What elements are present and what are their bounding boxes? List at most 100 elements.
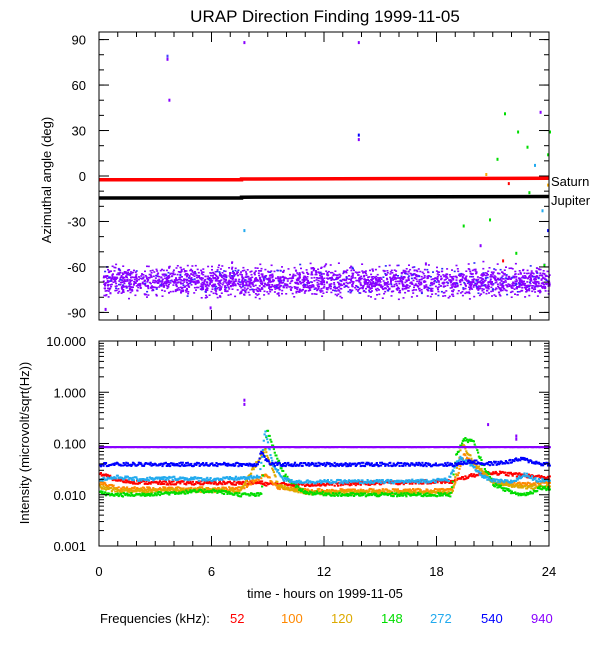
azimuth-band-point [109,280,112,282]
azimuth-band-point [350,279,353,282]
azimuth-band-point [146,265,148,268]
azimuth-band-point [157,275,159,277]
azimuth-band-point [263,279,265,282]
azimuth-band-point [416,270,419,273]
intensity-point [498,470,502,473]
intensity-point [123,487,126,490]
azimuth-band-point [313,288,316,290]
azimuth-scatter-point [462,224,465,228]
azimuth-band-point [363,278,366,280]
azimuth-band-point [395,282,398,285]
intensity-point [542,476,545,478]
azimuth-band-point [168,276,171,279]
intensity-point [484,472,487,475]
intensity-point [424,492,427,495]
intensity-point [156,491,159,494]
azimuth-band-point [102,276,105,279]
azimuth-band-point [266,283,269,286]
intensity-point [99,490,102,493]
azimuth-band-point [488,267,491,269]
azimuth-band-point [160,276,163,278]
intensity-point [405,495,408,498]
azimuth-band-point [464,283,467,285]
azimuth-band-point [345,271,348,274]
intensity-point [162,478,165,481]
intensity-point [359,492,362,495]
intensity-point [320,488,324,491]
azimuth-band-point [343,286,346,288]
azimuth-band-point [521,287,524,289]
intensity-point [104,488,108,491]
azimuth-band-point [128,297,130,300]
intensity-point [257,478,260,481]
azimuth-band-point [251,288,254,291]
intensity-point [169,483,173,486]
intensity-point [269,438,272,441]
azimuth-band-point [509,291,512,294]
azimuth-band-point [469,281,472,283]
azimuth-band-point [364,280,367,283]
azimuth-band-point [174,282,177,284]
azimuth-band-point [474,268,477,271]
azimuth-band-point [499,268,502,271]
azimuth-band-point [147,294,150,296]
intensity-point [235,487,238,490]
azimuth-band-point [176,288,179,290]
azimuth-band-point [253,288,256,291]
intensity-point [477,465,480,468]
azimuth-band-point [357,274,359,276]
intensity-point [284,473,287,476]
azimuth-band-point [426,277,429,280]
azimuth-band-point [458,279,461,282]
azimuth-band-point [520,281,523,284]
azimuth-band-point [521,283,524,286]
intensity-point [274,482,277,485]
azimuth-band-point [360,284,363,287]
azimuth-band-point [482,284,485,287]
azimuth-band-point [422,281,425,283]
azimuth-band-point [239,285,242,288]
intensity-point [395,492,398,495]
azimuth-band-point [258,297,261,300]
intensity-point [167,483,170,486]
azimuth-band-point [164,282,167,285]
azimuth-band-point [248,281,251,283]
azimuth-band-point [183,281,186,283]
azimuth-band-point [301,279,304,281]
azimuth-band-point [340,280,343,283]
azimuth-band-point [493,268,496,270]
azimuth-band-point [317,277,320,279]
azimuth-band-point [129,289,131,291]
azimuth-band-point [364,272,367,275]
azimuth-band-point [513,276,516,279]
azimuth-band-point [302,284,305,287]
intensity-point [393,490,396,492]
intensity-point [378,495,381,497]
azimuth-band-point [284,284,287,286]
azimuth-scatter-point [526,145,529,149]
intensity-point [444,492,447,495]
azimuth-band-point [106,277,109,280]
azimuth-band-point [298,291,300,293]
azimuth-band-point [505,289,508,292]
intensity-point [532,484,535,487]
azimuth-band-point [431,293,434,295]
intensity-point [301,488,304,491]
intensity-point [291,484,294,487]
azimuth-band-point [496,277,499,280]
intensity-point [493,482,496,485]
azimuth-band-point [220,275,223,277]
azimuth-band-point [170,272,173,275]
azimuth-band-point [199,278,202,280]
intensity-point [441,480,444,483]
intensity-point [228,490,231,493]
intensity-point [271,467,274,470]
intensity-point [185,490,189,493]
azimuth-band-point [349,267,352,269]
azimuth-band-point [173,273,176,276]
azimuth-band-point [473,268,476,271]
azimuth-band-point [464,287,467,290]
intensity-point [146,476,149,479]
azimuth-band-point [498,288,501,290]
intensity-point [396,490,399,493]
